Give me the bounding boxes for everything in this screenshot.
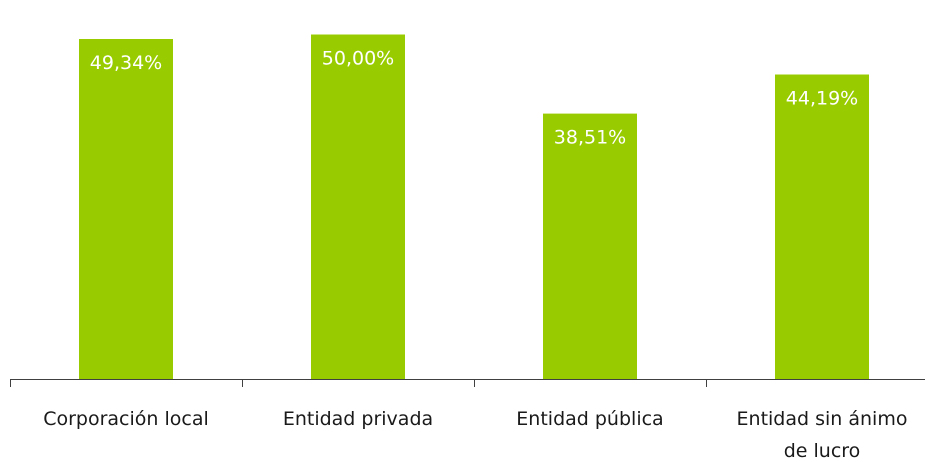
bar [543, 113, 637, 379]
data-label: 38,51% [554, 127, 626, 149]
bar [311, 34, 405, 379]
bar [79, 39, 173, 379]
data-label: 49,34% [90, 52, 162, 74]
bar [775, 74, 869, 379]
category-label: de lucro [784, 440, 861, 462]
category-label: Entidad privada [283, 408, 433, 430]
category-label: Corporación local [43, 408, 209, 430]
data-label: 44,19% [786, 88, 858, 110]
category-label: Entidad sin ánimo [737, 408, 908, 430]
data-label: 50,00% [322, 48, 394, 70]
category-label: Entidad pública [516, 408, 663, 430]
